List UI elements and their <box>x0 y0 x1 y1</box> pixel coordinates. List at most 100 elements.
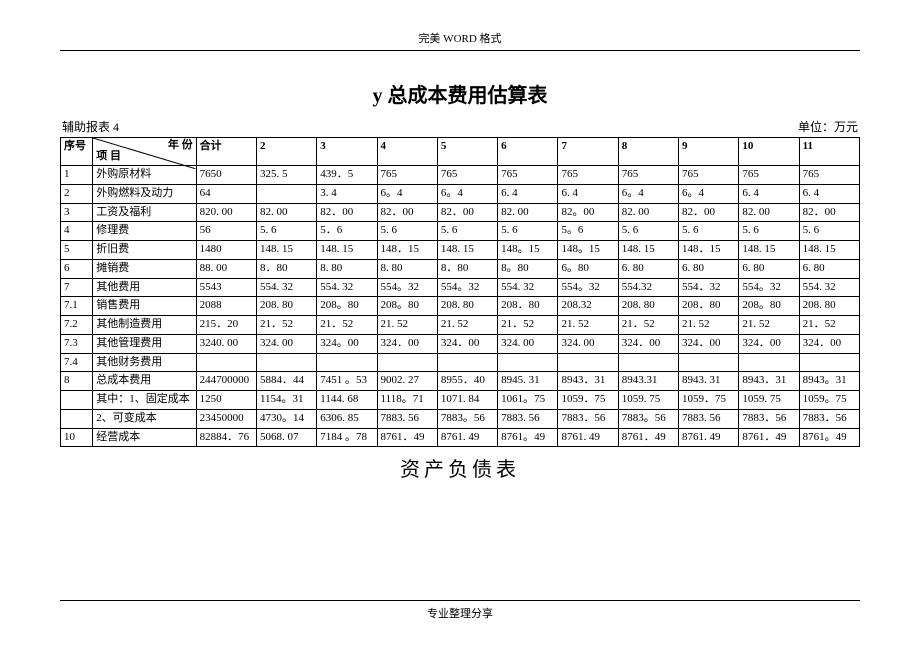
row-val: 148. 15 <box>437 241 497 260</box>
row-idx: 5 <box>61 241 93 260</box>
table-title: y 总成本费用估算表 <box>60 79 860 108</box>
row-val: 6. 4 <box>498 184 558 203</box>
row-val: 8761．49 <box>739 428 799 447</box>
row-item: 总成本费用 <box>93 372 196 391</box>
table-row: 7.1销售费用2088208. 80208。80208。80208. 80208… <box>61 297 860 316</box>
row-val <box>437 353 497 372</box>
row-val: 554.32 <box>618 278 678 297</box>
row-val: 765 <box>377 166 437 185</box>
row-val: 208。80 <box>377 297 437 316</box>
page-header: 完美 WORD 格式 <box>60 30 860 46</box>
row-val: 324．00 <box>799 334 859 353</box>
col-header: 6 <box>498 138 558 166</box>
row-item: 折旧费 <box>93 241 196 260</box>
row-val: 6. 80 <box>618 259 678 278</box>
row-val <box>498 353 558 372</box>
col-header: 合计 <box>196 138 256 166</box>
col-header-idx: 序号 <box>61 138 93 166</box>
row-val: 208. 80 <box>618 297 678 316</box>
row-item: 其他财务费用 <box>93 353 196 372</box>
row-idx: 7.3 <box>61 334 93 353</box>
row-val: 8761. 49 <box>679 428 739 447</box>
table-row: 2、可变成本234500004730。146306. 857883. 56788… <box>61 409 860 428</box>
row-item: 销售费用 <box>93 297 196 316</box>
row-val: 439．5 <box>317 166 377 185</box>
row-val: 324．00 <box>679 334 739 353</box>
row-item: 修理费 <box>93 222 196 241</box>
row-val: 8. 80 <box>377 259 437 278</box>
row-val: 88. 00 <box>196 259 256 278</box>
table-row: 7其他费用5543554. 32554. 32554。32554。32554. … <box>61 278 860 297</box>
row-item: 其他制造费用 <box>93 316 196 335</box>
row-idx: 7.1 <box>61 297 93 316</box>
row-val: 7883。56 <box>437 409 497 428</box>
row-val <box>256 184 316 203</box>
row-idx: 6 <box>61 259 93 278</box>
col-header: 11 <box>799 138 859 166</box>
row-val: 4730。14 <box>256 409 316 428</box>
table-row: 其中：1、固定成本12501154。311144. 681118。711071.… <box>61 391 860 410</box>
row-val: 208. 80 <box>437 297 497 316</box>
row-val: 148。15 <box>498 241 558 260</box>
row-item: 外购燃料及动力 <box>93 184 196 203</box>
row-val: 324．00 <box>739 334 799 353</box>
row-val: 8761。49 <box>498 428 558 447</box>
row-val: 7883．56 <box>799 409 859 428</box>
row-val: 21．52 <box>618 316 678 335</box>
row-val: 21. 52 <box>679 316 739 335</box>
table-row: 7.4其他财务费用 <box>61 353 860 372</box>
row-val: 8．80 <box>437 259 497 278</box>
row-val: 148。15 <box>558 241 618 260</box>
row-val: 64 <box>196 184 256 203</box>
row-val: 208．80 <box>679 297 739 316</box>
row-val: 765 <box>679 166 739 185</box>
col-header: 4 <box>377 138 437 166</box>
row-val: 21. 52 <box>558 316 618 335</box>
row-val: 324. 00 <box>558 334 618 353</box>
row-val <box>196 353 256 372</box>
row-val: 324．00 <box>377 334 437 353</box>
row-val: 148. 15 <box>618 241 678 260</box>
row-val: 21. 52 <box>739 316 799 335</box>
row-val: 5. 6 <box>498 222 558 241</box>
row-val <box>799 353 859 372</box>
row-val: 820. 00 <box>196 203 256 222</box>
row-val: 208. 80 <box>256 297 316 316</box>
row-val: 215．20 <box>196 316 256 335</box>
row-val: 6。4 <box>377 184 437 203</box>
row-val: 554. 32 <box>256 278 316 297</box>
row-val: 82。00 <box>558 203 618 222</box>
row-val: 208. 80 <box>799 297 859 316</box>
row-val: 1059．75 <box>558 391 618 410</box>
page-footer: 专业整理分享 <box>427 608 493 620</box>
row-val: 554．32 <box>679 278 739 297</box>
sub-title: 资产负债表 <box>60 453 860 482</box>
row-val <box>317 353 377 372</box>
row-val: 7883. 56 <box>679 409 739 428</box>
row-val: 7883．56 <box>558 409 618 428</box>
row-val: 1061。75 <box>498 391 558 410</box>
row-val: 6306. 85 <box>317 409 377 428</box>
row-val: 82．00 <box>799 203 859 222</box>
row-item: 经营成本 <box>93 428 196 447</box>
row-val: 82. 00 <box>739 203 799 222</box>
row-val: 5068. 07 <box>256 428 316 447</box>
row-val: 2088 <box>196 297 256 316</box>
row-val: 554。32 <box>739 278 799 297</box>
row-val: 244700000 <box>196 372 256 391</box>
row-val: 8761．49 <box>377 428 437 447</box>
row-val: 148. 15 <box>317 241 377 260</box>
row-val: 8943．31 <box>558 372 618 391</box>
row-val: 8955．40 <box>437 372 497 391</box>
row-val: 82. 00 <box>256 203 316 222</box>
row-val: 324. 00 <box>498 334 558 353</box>
row-val: 6. 80 <box>799 259 859 278</box>
row-val: 7883．56 <box>739 409 799 428</box>
row-val: 5543 <box>196 278 256 297</box>
row-val <box>558 353 618 372</box>
row-val: 325. 5 <box>256 166 316 185</box>
row-idx: 7.2 <box>61 316 93 335</box>
row-val: 1250 <box>196 391 256 410</box>
meta-left: 辅助报表 4 <box>62 118 119 135</box>
col-header: 9 <box>679 138 739 166</box>
